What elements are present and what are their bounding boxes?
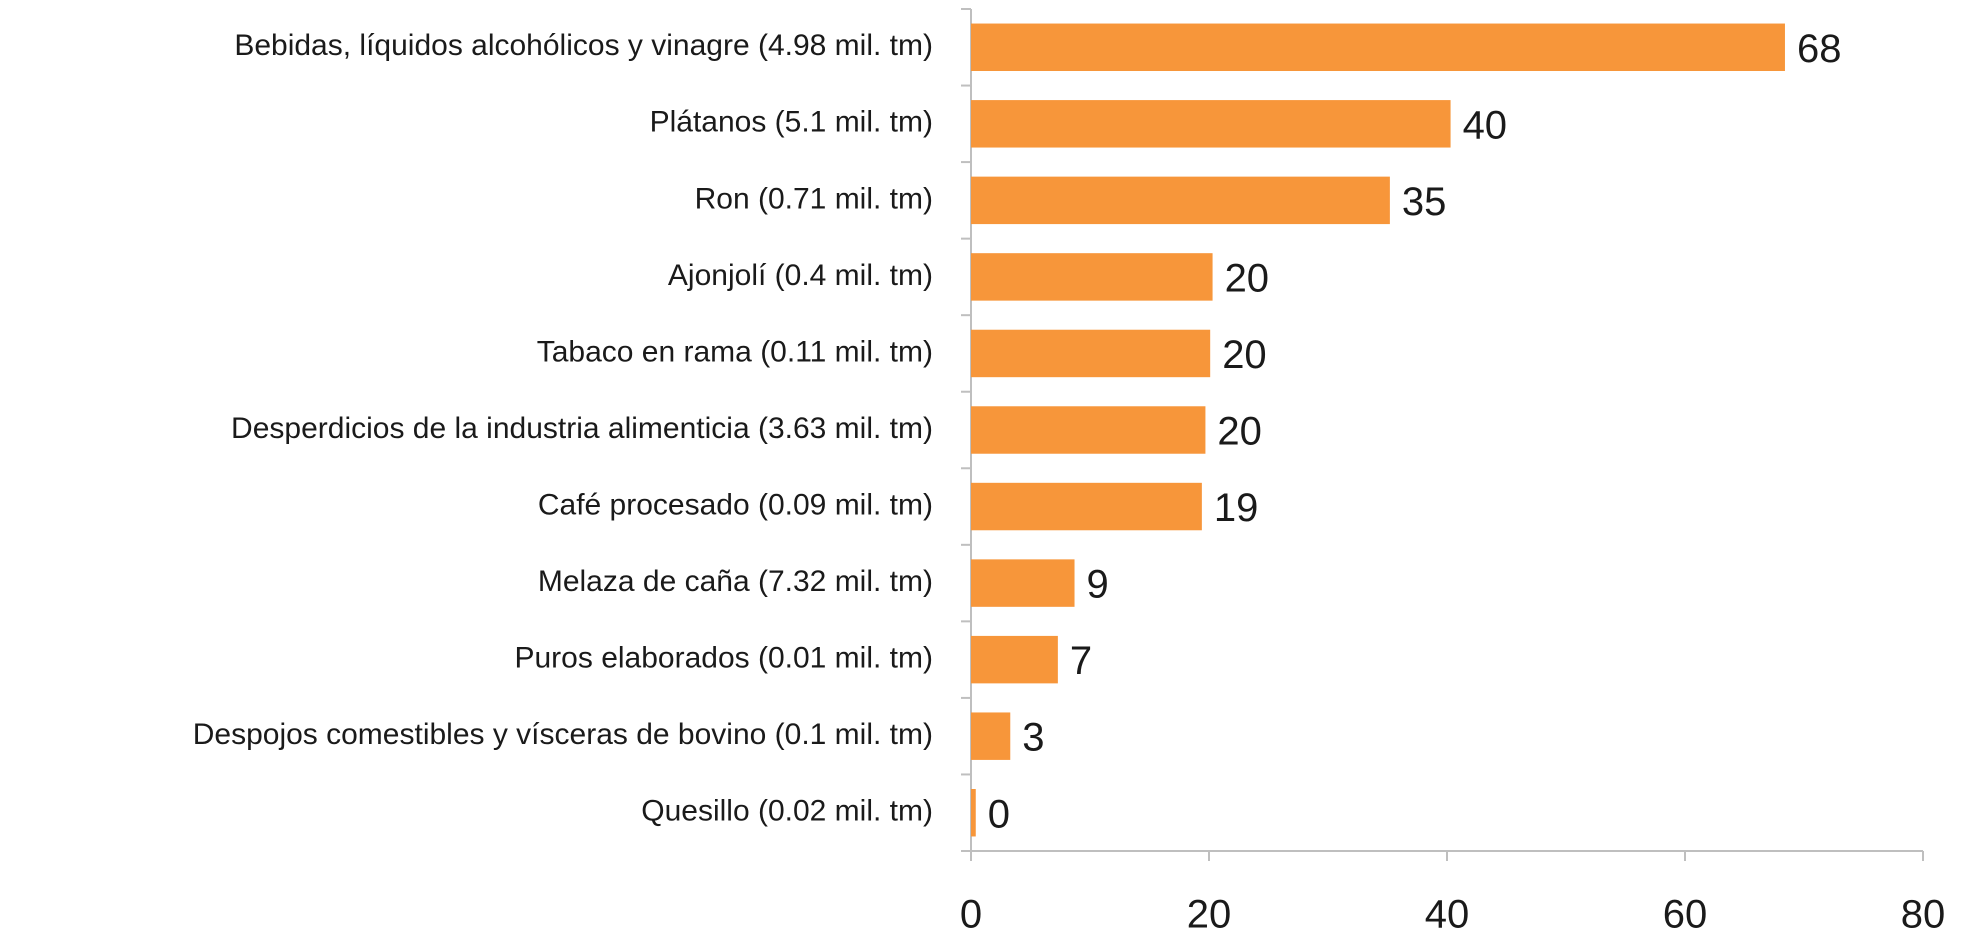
category-label: Despojos comestibles y vísceras de bovin… bbox=[193, 718, 933, 751]
bar bbox=[971, 100, 1451, 148]
x-tick-label: 40 bbox=[1425, 893, 1470, 937]
bar bbox=[971, 788, 976, 837]
bar bbox=[971, 176, 1390, 225]
category-label: Tabaco en rama (0.11 mil. tm) bbox=[537, 335, 933, 368]
value-label: 20 bbox=[1217, 410, 1262, 454]
value-label: 40 bbox=[1463, 103, 1508, 147]
x-tick-label: 80 bbox=[1901, 893, 1946, 937]
category-label: Café procesado (0.09 mil. tm) bbox=[538, 488, 933, 521]
category-label: Desperdicios de la industria alimenticia… bbox=[231, 412, 933, 445]
value-label: 20 bbox=[1225, 256, 1270, 300]
value-label: 19 bbox=[1214, 486, 1259, 530]
category-label: Quesillo (0.02 mil. tm) bbox=[641, 795, 933, 828]
value-label: 0 bbox=[988, 792, 1010, 836]
value-label: 9 bbox=[1087, 563, 1109, 607]
category-label: Ron (0.71 mil. tm) bbox=[695, 182, 933, 215]
bar bbox=[971, 635, 1058, 684]
value-label: 35 bbox=[1402, 180, 1447, 224]
x-tick-label: 20 bbox=[1187, 893, 1232, 937]
bar bbox=[971, 23, 1785, 72]
value-label: 3 bbox=[1022, 716, 1044, 760]
category-label: Melaza de caña (7.32 mil. tm) bbox=[538, 565, 933, 598]
category-label: Ajonjolí (0.4 mil. tm) bbox=[668, 259, 933, 292]
bar bbox=[971, 406, 1206, 454]
value-label: 68 bbox=[1797, 27, 1842, 71]
bar bbox=[971, 329, 1211, 378]
bar bbox=[971, 559, 1075, 607]
category-label: Plátanos (5.1 mil. tm) bbox=[650, 106, 933, 139]
x-tick-label: 0 bbox=[960, 893, 982, 937]
value-label: 20 bbox=[1222, 333, 1267, 377]
bar bbox=[971, 712, 1011, 760]
category-label: Bebidas, líquidos alcohólicos y vinagre … bbox=[234, 29, 933, 62]
x-tick-label: 60 bbox=[1663, 893, 1708, 937]
bar bbox=[971, 482, 1202, 531]
category-label: Puros elaborados (0.01 mil. tm) bbox=[514, 642, 933, 675]
bar bbox=[971, 253, 1213, 301]
value-label: 7 bbox=[1070, 639, 1092, 683]
